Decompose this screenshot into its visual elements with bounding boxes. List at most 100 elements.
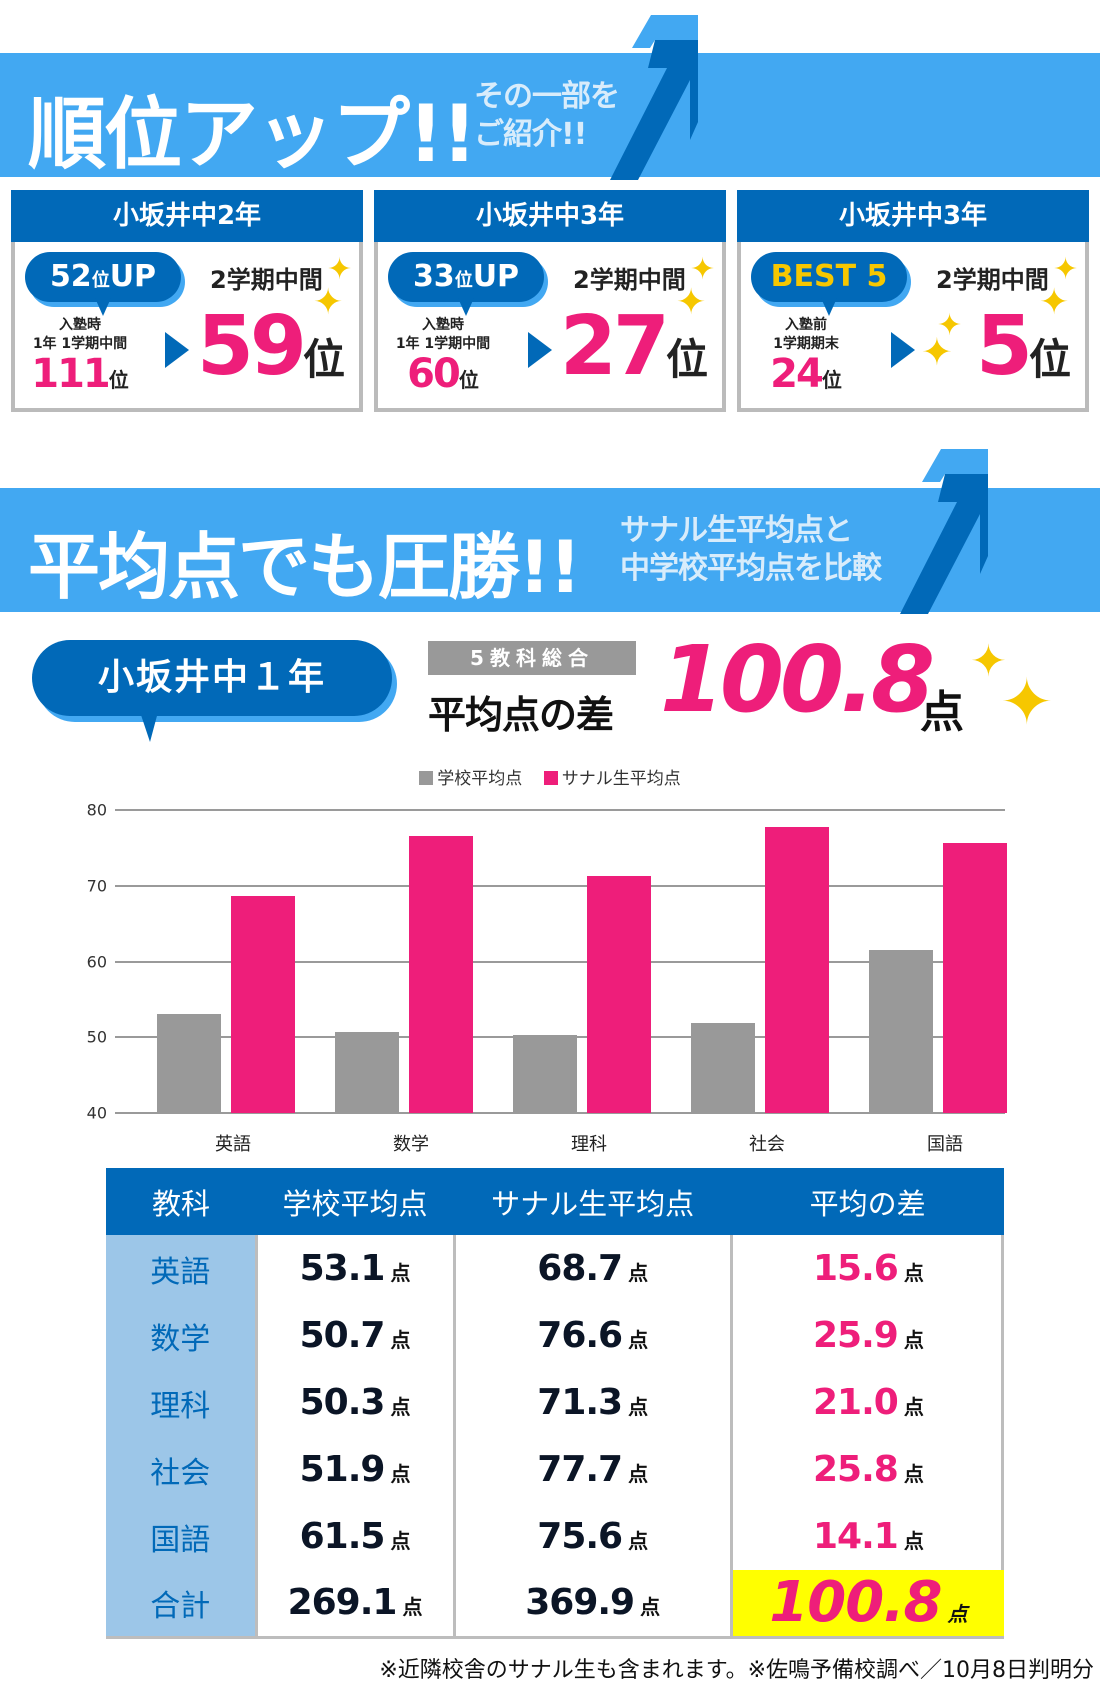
- cell-sanaru-avg: 68.7 点: [452, 1235, 732, 1302]
- bar-school-avg: [157, 1013, 221, 1113]
- bar-sanaru-avg: [943, 843, 1007, 1113]
- bar-school-avg: [335, 1031, 399, 1113]
- bar-sanaru-avg: [409, 835, 473, 1113]
- cell-school-avg: 269.1 点: [254, 1570, 455, 1639]
- x-tick-label: 国語: [927, 1134, 963, 1155]
- rank-card: 小坂井中2年 52位UP 入塾時 1年 1学期中間 111位 2学期中間 59位…: [11, 190, 363, 412]
- before-rank: 24位: [770, 351, 842, 397]
- up-arrow-icon: [610, 15, 698, 180]
- bar-sanaru-avg: [765, 827, 829, 1113]
- bar-school-avg: [513, 1034, 577, 1113]
- cell-diff: 25.8 点: [729, 1436, 1004, 1503]
- chart-legend: 学校平均点 サナル生平均点: [0, 764, 1100, 789]
- cell-subject: 数学: [106, 1302, 256, 1369]
- gridline: [115, 884, 1005, 887]
- bubble-tail: [458, 298, 474, 316]
- y-tick-label: 50: [86, 1027, 107, 1047]
- five-subjects-tag: 5教科総合: [428, 641, 636, 675]
- cell-diff: 100.8 点: [729, 1570, 1004, 1639]
- avg-diff-value: 100.8: [660, 626, 935, 733]
- rank-card: 小坂井中3年 33位UP 入塾時 1年 1学期中間 60位 2学期中間 27位 …: [374, 190, 726, 412]
- play-arrow-icon: [165, 332, 189, 368]
- banner-rank-up-subtitle: その一部を ご紹介!!: [474, 79, 620, 152]
- play-arrow-icon: [528, 332, 552, 368]
- before-rank: 111位: [31, 351, 129, 397]
- sparkle-icon: ✦: [313, 282, 344, 323]
- sparkle-icon: ✦: [1000, 666, 1054, 740]
- legend-item: サナル生平均点: [543, 769, 681, 789]
- legend-swatch-gray: [419, 771, 434, 785]
- cell-school-avg: 50.7 点: [254, 1302, 455, 1369]
- bar-school-avg: [869, 950, 933, 1113]
- rank-up-badge: 33位UP: [388, 252, 544, 302]
- card-school: 小坂井中3年: [374, 190, 726, 242]
- before-label: 入塾時 1年 1学期中間: [32, 317, 128, 352]
- x-tick-label: 数学: [393, 1134, 429, 1155]
- table-row: 英語 53.1 点 68.7 点 15.6 点: [106, 1235, 1004, 1302]
- header-subject: 教科: [106, 1168, 256, 1235]
- sparkle-icon: ✦: [921, 330, 953, 374]
- sparkle-icon: ✦: [970, 636, 1007, 687]
- cell-school-avg: 50.3 点: [254, 1369, 455, 1436]
- score-table: 教科 学校平均点 サナル生平均点 平均の差 英語 53.1 点 68.7 点 15.6 点数…: [106, 1168, 1004, 1639]
- school-grade-badge: 小坂井中１年: [32, 640, 392, 716]
- bar-school-avg: [691, 1022, 755, 1113]
- cell-sanaru-avg: 76.6 点: [452, 1302, 732, 1369]
- after-rank: 59位: [196, 299, 345, 394]
- header-school-avg: 学校平均点: [256, 1168, 455, 1235]
- legend-swatch-pink: [543, 771, 558, 785]
- card-school: 小坂井中2年: [11, 190, 363, 242]
- gridline: [115, 809, 1005, 811]
- table-row: 理科 50.3 点 71.3 点 21.0 点: [106, 1369, 1004, 1436]
- rank-card: 小坂井中3年 BEST 5 入塾前 1学期期末 24位 2学期中間 5位 ✦ ✦…: [737, 190, 1089, 412]
- footnote: ※近隣校舎のサナル生も含まれます。※佐鳴予備校調べ／10月8日判明分: [379, 1658, 1094, 1683]
- before-label: 入塾前 1学期期末: [773, 317, 839, 352]
- x-tick-label: 社会: [749, 1134, 785, 1155]
- best5-badge: BEST 5: [751, 252, 907, 302]
- before-rank: 60位: [407, 351, 479, 397]
- term-label: 2学期中間: [936, 266, 1049, 294]
- term-label: 2学期中間: [210, 266, 323, 294]
- cell-subject: 理科: [106, 1369, 256, 1436]
- cell-subject: 国語: [106, 1503, 256, 1570]
- cell-sanaru-avg: 369.9 点: [452, 1570, 732, 1639]
- cell-subject: 社会: [106, 1436, 256, 1503]
- up-arrow-icon: [900, 449, 988, 614]
- x-tick-label: 英語: [215, 1134, 251, 1155]
- sparkle-icon: ✦: [676, 282, 707, 323]
- y-tick-label: 70: [86, 876, 107, 896]
- banner-average-title: 平均点でも圧勝!!: [28, 525, 582, 609]
- banner-rank-up: [0, 53, 1100, 177]
- table-border: [1001, 1235, 1004, 1570]
- sparkle-icon: ✦: [1039, 282, 1070, 323]
- after-rank: 5位: [975, 299, 1071, 394]
- bubble-tail: [95, 298, 111, 316]
- bubble-tail: [821, 298, 837, 316]
- rank-up-badge: 52位UP: [25, 252, 181, 302]
- cell-school-avg: 61.5 点: [254, 1503, 455, 1570]
- x-tick-label: 理科: [571, 1134, 607, 1155]
- y-tick-label: 60: [86, 952, 107, 971]
- sparkle-icon: ✦: [1053, 252, 1079, 287]
- cell-school-avg: 53.1 点: [254, 1235, 455, 1302]
- bubble-tail: [140, 712, 158, 742]
- table-header-row: 教科 学校平均点 サナル生平均点 平均の差: [106, 1168, 1004, 1235]
- cell-sanaru-avg: 71.3 点: [452, 1369, 732, 1436]
- gridline: [115, 1112, 1005, 1114]
- table-row: 社会 51.9 点 77.7 点 25.8 点: [106, 1436, 1004, 1503]
- gridline: [115, 960, 1005, 963]
- sparkle-icon: ✦: [327, 252, 353, 287]
- card-school: 小坂井中3年: [737, 190, 1089, 242]
- cell-school-avg: 51.9 点: [254, 1436, 455, 1503]
- y-tick-label: 40: [86, 1103, 107, 1123]
- cell-diff: 14.1 点: [729, 1503, 1004, 1570]
- table-row: 国語 61.5 点 75.6 点 14.1 点: [106, 1503, 1004, 1570]
- play-arrow-icon: [891, 332, 915, 368]
- table-row: 合計 269.1 点 369.9 点 100.8 点: [106, 1570, 1004, 1639]
- bar-sanaru-avg: [587, 875, 651, 1113]
- cell-diff: 21.0 点: [729, 1369, 1004, 1436]
- y-tick-label: 80: [86, 800, 107, 820]
- banner-average-subtitle: サナル生平均点と 中学校平均点を比較: [620, 513, 882, 586]
- term-label: 2学期中間: [573, 266, 686, 294]
- table-row: 数学 50.7 点 76.6 点 25.9 点: [106, 1302, 1004, 1369]
